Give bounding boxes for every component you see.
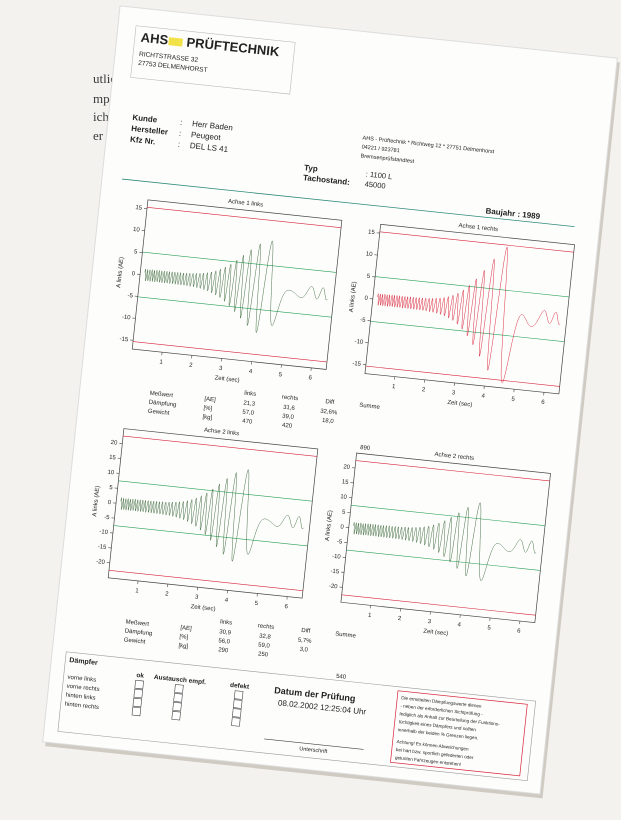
- row-unit: [%]: [179, 634, 189, 641]
- y-tick-label: -10: [332, 554, 342, 561]
- cell: 30,9: [219, 629, 232, 636]
- cell: 3,0: [299, 647, 309, 654]
- y-tick-label: 15: [341, 479, 349, 486]
- cell: 59,0: [258, 642, 271, 649]
- y-tick-label: 15: [135, 205, 143, 212]
- checkbox: [232, 709, 241, 718]
- y-tick-label: 20: [343, 464, 351, 471]
- checkbox: [234, 691, 243, 700]
- y-tick-label: -15: [352, 361, 362, 368]
- y-tick-label: -20: [96, 559, 106, 566]
- row-unit: [AE]: [204, 396, 216, 403]
- type-label: Typ: [304, 163, 319, 173]
- y-tick-label: -15: [97, 544, 107, 551]
- company-a: AHS: [140, 30, 169, 48]
- y-tick-label: -10: [354, 339, 364, 346]
- y-tick-label: 10: [107, 470, 115, 477]
- cell: 31,6: [283, 405, 296, 412]
- row-unit: [AE]: [180, 625, 192, 632]
- y-tick-label: 10: [340, 494, 348, 501]
- checkbox: [135, 680, 144, 689]
- cell: 420: [282, 423, 293, 430]
- checkbox: [172, 711, 181, 720]
- sum: 890: [360, 445, 371, 452]
- cell: 21,3: [243, 401, 256, 408]
- checkbox: [231, 718, 240, 727]
- y-tick-label: 20: [110, 440, 118, 447]
- y-tick-label: 10: [365, 251, 373, 258]
- checkbox: [134, 689, 143, 698]
- cell: 39,0: [282, 414, 295, 421]
- checkbox: [132, 707, 141, 716]
- cell: 18,0: [322, 418, 335, 425]
- page: { "background_text": ["utlich, dass", "m…: [0, 0, 621, 820]
- checkbox: [173, 702, 182, 711]
- y-tick-label: -15: [119, 336, 129, 343]
- column-header: Diff: [325, 399, 335, 406]
- y-tick-label: -10: [121, 314, 131, 321]
- y-tick-label: -15: [330, 569, 340, 576]
- cell: 470: [242, 419, 253, 426]
- row-unit: [kg]: [178, 643, 189, 650]
- cell: 56,0: [218, 638, 231, 645]
- cell: 57,0: [242, 410, 255, 417]
- checkbox: [174, 693, 183, 702]
- y-tick-label: -10: [99, 529, 109, 536]
- y-tick-label: -20: [329, 583, 339, 590]
- cell: 250: [258, 651, 269, 658]
- column-header: links: [244, 391, 257, 398]
- photo: utlich, dassmpfung zuich ist derer defek…: [0, 0, 621, 820]
- y-tick-label: 15: [109, 455, 117, 462]
- cell: 290: [218, 647, 229, 654]
- y-tick-label: 15: [368, 229, 376, 236]
- sum: 540: [336, 674, 347, 681]
- damper-column: ok: [136, 672, 145, 680]
- checkbox: [233, 700, 242, 709]
- row-unit: [%]: [203, 405, 213, 412]
- y-tick-label: 10: [133, 227, 141, 234]
- checkbox: [175, 684, 184, 693]
- report-sheet: AHSPRÜFTECHNIKRICHTSTRASSE 3227753 DELME…: [42, 6, 620, 799]
- checkbox: [133, 698, 142, 707]
- column-header: Diff: [301, 628, 311, 635]
- logo-mark: [168, 37, 183, 46]
- column-header: links: [220, 619, 233, 626]
- cell: 32,8: [259, 633, 272, 640]
- row-unit: [kg]: [202, 414, 213, 421]
